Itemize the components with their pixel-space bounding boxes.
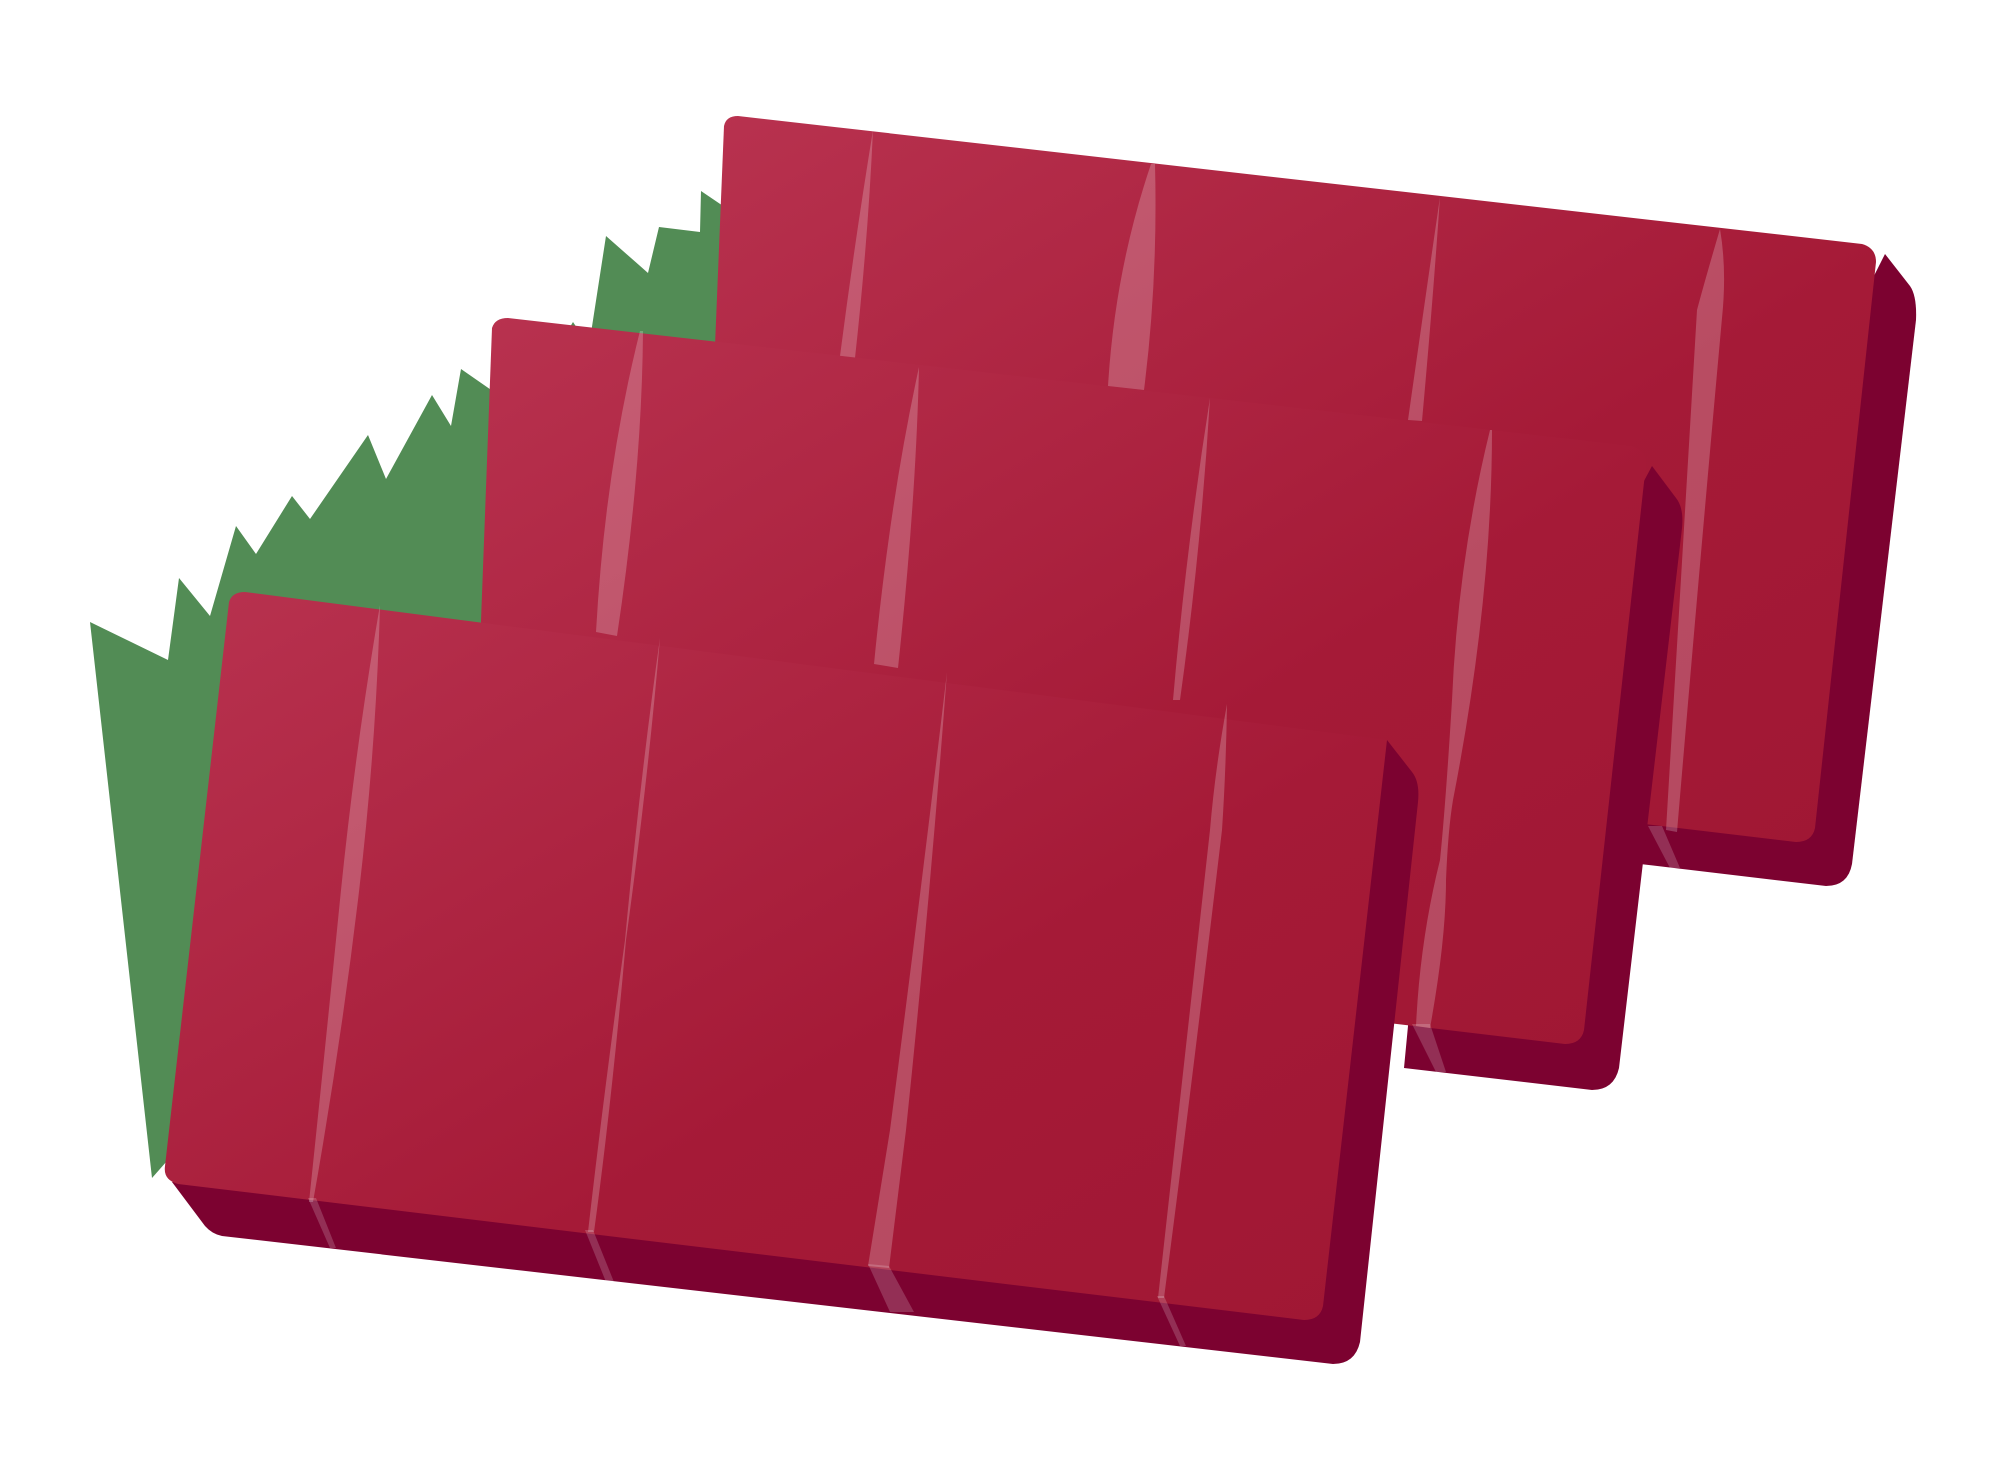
fat-streak <box>309 605 380 1202</box>
tuna-slice-front <box>164 592 1419 1364</box>
fat-streak-edge <box>1157 1296 1186 1346</box>
fat-streak <box>1416 430 1492 1028</box>
fat-streak <box>1173 398 1210 700</box>
fat-streak <box>1158 704 1227 1298</box>
tuna-slice-front-top <box>164 592 1388 1320</box>
fat-streak <box>874 367 919 668</box>
fat-streak-edge <box>868 1264 914 1312</box>
fat-streak <box>1666 229 1725 832</box>
fat-streak <box>596 331 643 636</box>
fat-streak <box>1108 164 1156 390</box>
fat-streak <box>840 130 873 358</box>
fat-streak-edge <box>585 1230 614 1282</box>
fat-streak-edge <box>308 1198 336 1248</box>
fat-streak <box>588 638 660 1232</box>
fat-streak-edge <box>1412 1024 1446 1072</box>
fat-streak-edge <box>1648 826 1680 868</box>
fat-streak <box>1408 197 1440 421</box>
